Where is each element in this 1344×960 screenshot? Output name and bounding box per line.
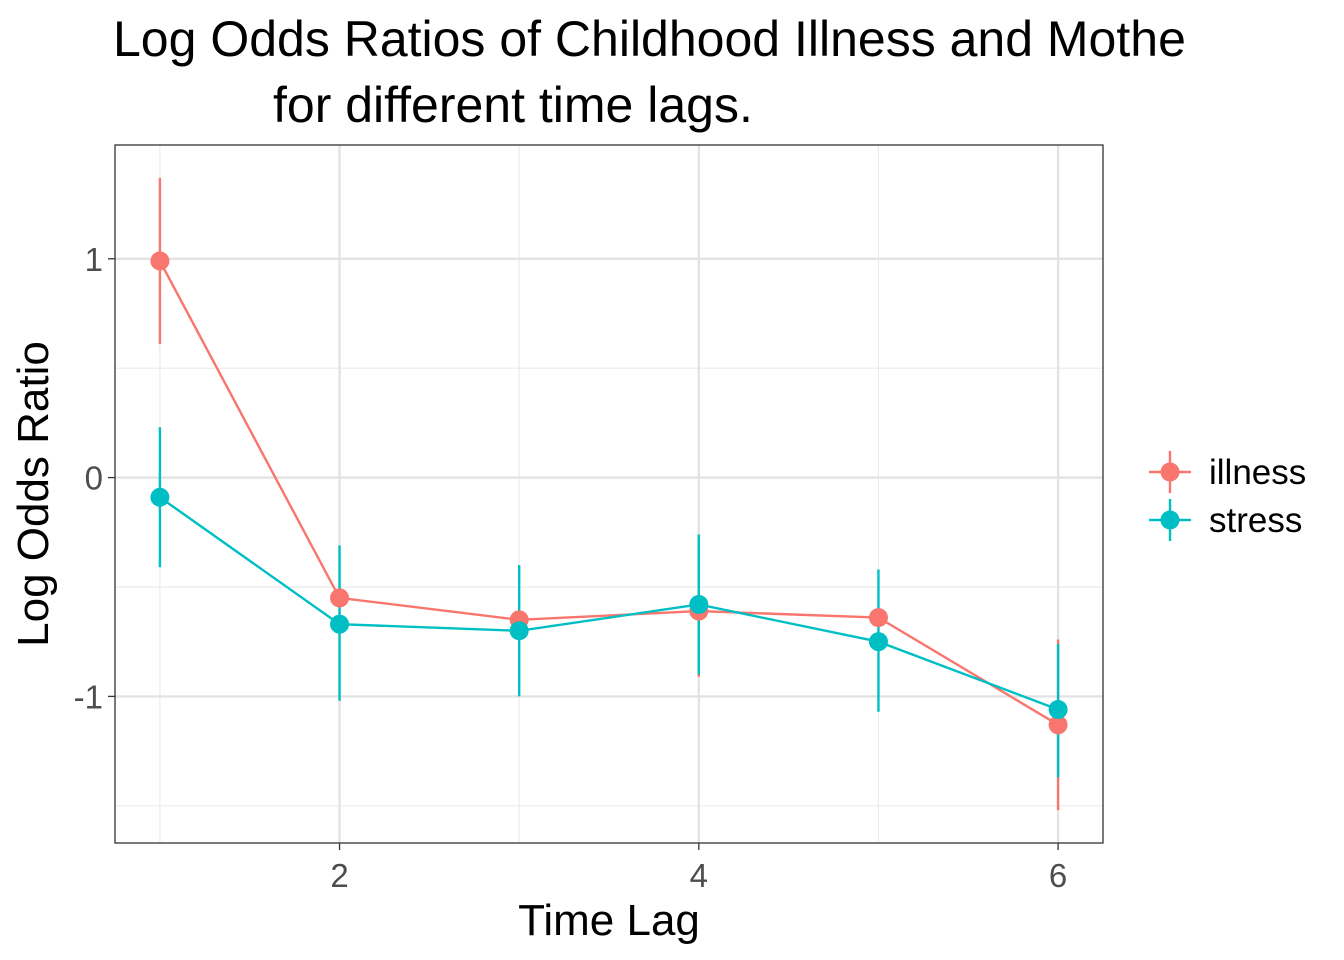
data-point-stress <box>1048 700 1068 720</box>
legend-label: stress <box>1209 501 1302 540</box>
legend-key-point <box>1160 462 1180 482</box>
series-lines <box>158 260 1059 726</box>
x-tick-label: 4 <box>690 857 708 894</box>
legend-key-point <box>1160 510 1180 530</box>
plot-panel-border <box>114 144 1104 844</box>
x-axis-ticks: 2 4 6 <box>330 843 1067 894</box>
chart-title-line-2: for different time lags. <box>273 77 753 133</box>
x-tick-label: 6 <box>1049 857 1067 894</box>
legend-item-illness: illness <box>1149 451 1306 493</box>
grid-lines <box>115 145 1103 843</box>
chart-title-line-1: Log Odds Ratios of Childhood Illness and… <box>113 11 1186 67</box>
y-tick-label: 0 <box>85 460 103 497</box>
series-line-stress <box>159 496 1059 711</box>
data-point-illness <box>868 608 888 628</box>
legend: illness stress <box>1149 451 1306 541</box>
y-axis-ticks: 1 0 -1 <box>74 241 115 715</box>
y-tick-label: 1 <box>85 241 103 278</box>
x-axis-title: Time Lag <box>518 896 700 945</box>
data-point-stress <box>868 632 888 652</box>
legend-item-stress: stress <box>1149 499 1302 541</box>
data-point-illness <box>150 251 170 271</box>
y-axis-title: Log Odds Ratio <box>9 341 58 647</box>
legend-label: illness <box>1209 453 1306 492</box>
x-tick-label: 2 <box>330 857 348 894</box>
data-point-stress <box>150 487 170 507</box>
data-point-stress <box>509 621 529 641</box>
data-point-illness <box>330 588 350 608</box>
data-point-stress <box>330 614 350 634</box>
data-point-illness <box>1048 715 1068 735</box>
data-points <box>150 251 1068 735</box>
series-line-illness <box>158 260 1059 726</box>
data-point-stress <box>689 594 709 614</box>
error-bars <box>158 177 1060 811</box>
y-tick-label: -1 <box>74 678 103 715</box>
